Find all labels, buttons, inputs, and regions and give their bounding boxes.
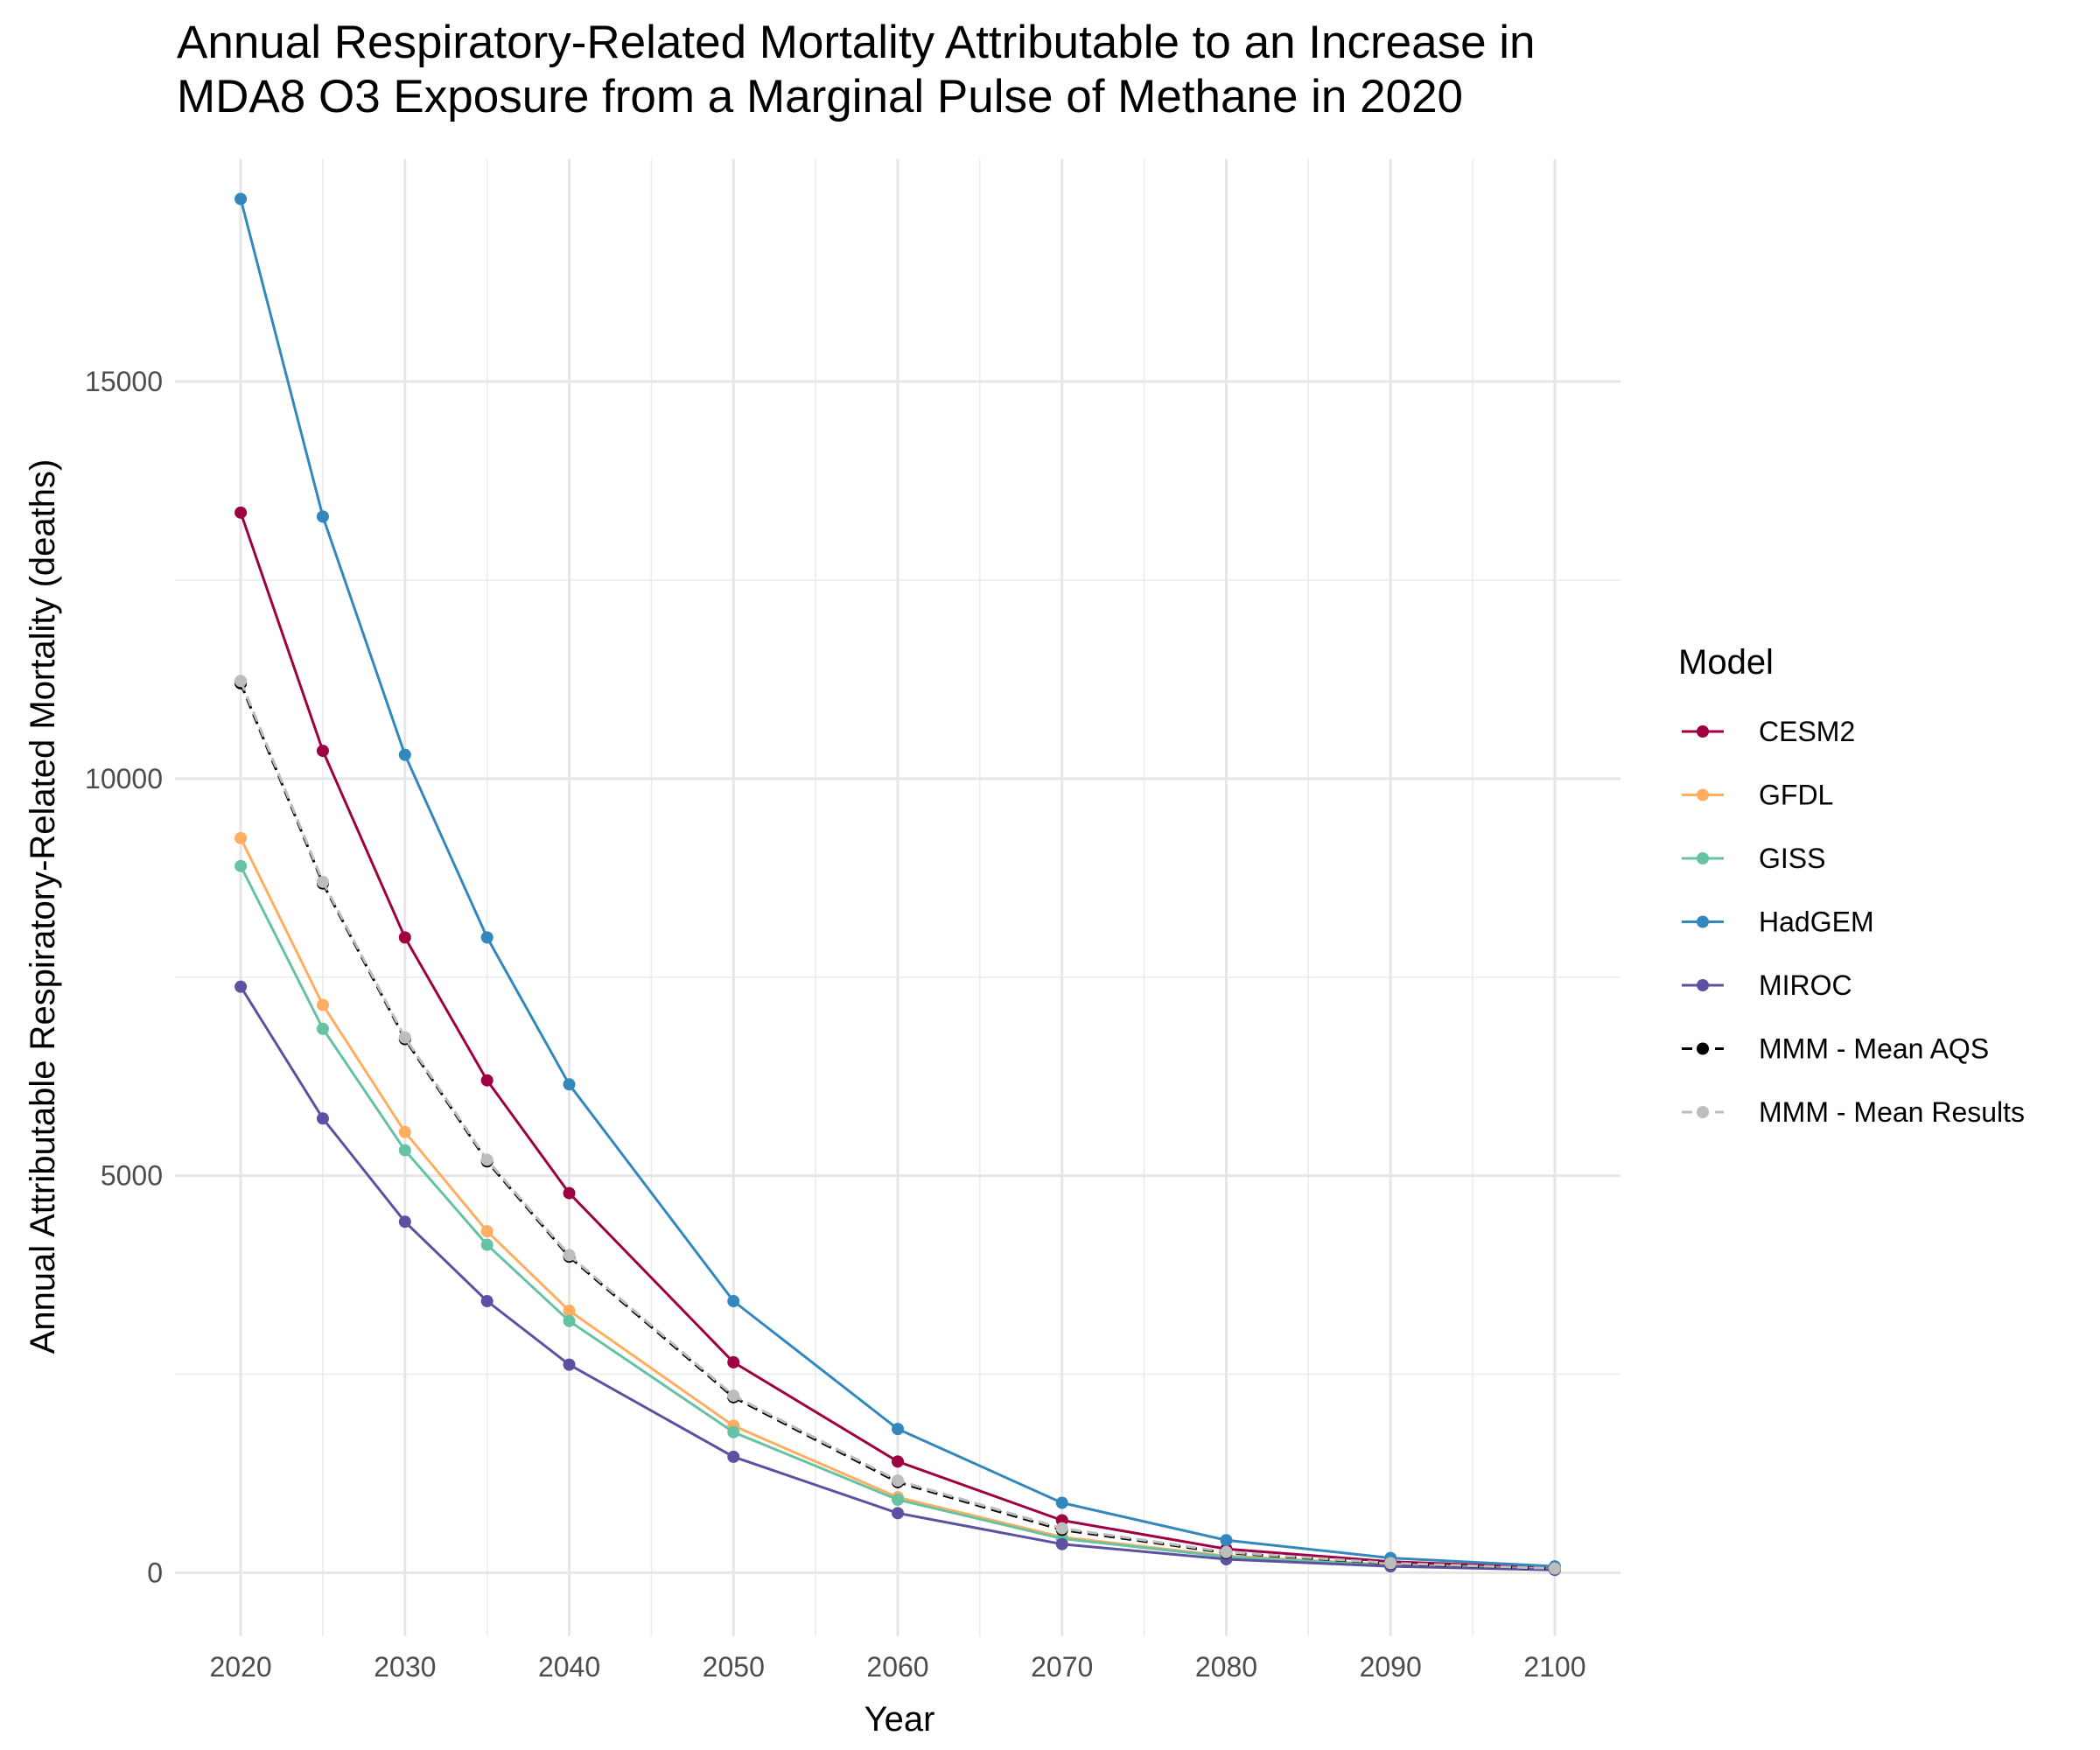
- data-point-hadgem: [316, 510, 329, 523]
- data-point-gfdl: [398, 1125, 411, 1138]
- legend-key-point: [1697, 852, 1709, 864]
- data-point-cesm2: [480, 1074, 494, 1087]
- data-point-hadgem: [480, 931, 494, 944]
- legend-item-hadgem: HadGEM: [1682, 906, 1874, 938]
- legend-key-point: [1697, 725, 1709, 738]
- data-point-hadgem: [892, 1423, 904, 1436]
- y-tick-label: 0: [147, 1557, 163, 1588]
- legend-item-mmm-mean-aqs: MMM - Mean AQS: [1682, 1033, 1989, 1065]
- legend-label: MMM - Mean Results: [1759, 1096, 2025, 1128]
- x-tick-label: 2050: [703, 1651, 765, 1683]
- legend: Model CESM2 GFDL GISS HadGEM MIROC MMM - Mean…: [1678, 643, 2025, 1128]
- legend-key-point: [1697, 788, 1709, 802]
- legend-item-gfdl: GFDL: [1682, 780, 1833, 811]
- data-point-giss: [398, 1144, 411, 1157]
- data-point-mmm-mean-results: [1220, 1545, 1233, 1558]
- y-axis-title: Annual Attributable Respiratory-Related …: [24, 459, 62, 1354]
- data-point-miroc: [234, 980, 248, 993]
- x-tick-label: 2040: [538, 1651, 600, 1683]
- data-point-mmm-mean-results: [563, 1249, 576, 1262]
- data-point-mmm-mean-results: [316, 875, 329, 888]
- data-point-miroc: [316, 1112, 329, 1125]
- legend-label: GFDL: [1759, 780, 1833, 811]
- series-mmm-mean-results: [234, 675, 1561, 1575]
- x-tick-label: 2070: [1031, 1651, 1093, 1683]
- legend-title: Model: [1678, 643, 1774, 682]
- data-point-miroc: [727, 1450, 740, 1463]
- legend-item-cesm2: CESM2: [1682, 716, 1855, 747]
- x-tick-label: 2100: [1523, 1651, 1586, 1683]
- data-point-cesm2: [727, 1355, 740, 1368]
- series-hadgem: [234, 192, 1561, 1573]
- x-tick-label: 2060: [866, 1651, 928, 1683]
- data-point-mmm-mean-results: [398, 1031, 411, 1044]
- data-point-gfdl: [316, 998, 329, 1012]
- y-tick-label: 15000: [85, 366, 163, 397]
- data-point-miroc: [1055, 1537, 1068, 1550]
- data-point-giss: [234, 859, 248, 872]
- data-point-gfdl: [480, 1225, 494, 1238]
- x-axis-title: Year: [864, 1700, 935, 1739]
- axis-tick-labels: 2020 2030 2040 2050 2060 2070 2080 2090 2100 0 500…: [85, 366, 1586, 1683]
- data-point-mmm-mean-results: [234, 675, 248, 688]
- data-point-cesm2: [316, 745, 329, 758]
- legend-key-point: [1697, 1042, 1709, 1055]
- data-point-mmm-mean-results: [727, 1390, 740, 1403]
- x-tick-label: 2030: [374, 1651, 436, 1683]
- data-point-mmm-mean-results: [1548, 1562, 1561, 1575]
- data-point-mmm-mean-results: [892, 1474, 904, 1488]
- legend-item-miroc: MIROC: [1682, 970, 1852, 1001]
- legend-label: MIROC: [1759, 970, 1852, 1001]
- data-point-hadgem: [563, 1078, 576, 1091]
- data-point-mmm-mean-results: [1055, 1522, 1068, 1535]
- legend-label: CESM2: [1759, 716, 1855, 747]
- y-tick-label: 5000: [101, 1160, 163, 1192]
- chart-title: Annual Respiratory-Related Mortality Att…: [177, 17, 1536, 122]
- legend-item-giss: GISS: [1682, 843, 1825, 874]
- data-point-hadgem: [398, 748, 411, 761]
- data-point-hadgem: [727, 1295, 740, 1308]
- data-point-miroc: [398, 1215, 411, 1228]
- x-tick-label: 2090: [1360, 1651, 1422, 1683]
- data-point-cesm2: [234, 506, 248, 519]
- data-point-miroc: [563, 1358, 576, 1371]
- legend-label: HadGEM: [1759, 906, 1874, 938]
- legend-key-point: [1697, 979, 1709, 991]
- data-point-cesm2: [398, 931, 411, 944]
- data-point-mmm-mean-results: [480, 1153, 494, 1166]
- data-point-cesm2: [563, 1186, 576, 1200]
- legend-key-point: [1697, 1106, 1709, 1118]
- data-point-giss: [727, 1425, 740, 1438]
- data-point-mmm-mean-results: [1384, 1557, 1397, 1570]
- y-tick-label: 10000: [85, 763, 163, 794]
- data-point-cesm2: [892, 1455, 904, 1468]
- x-tick-label: 2080: [1195, 1651, 1257, 1683]
- data-point-gfdl: [234, 831, 248, 844]
- x-tick-label: 2020: [209, 1651, 271, 1683]
- data-point-hadgem: [1220, 1534, 1233, 1547]
- grid-lines: [175, 159, 1620, 1636]
- data-point-giss: [563, 1314, 576, 1327]
- legend-label: MMM - Mean AQS: [1759, 1033, 1989, 1065]
- data-point-giss: [480, 1238, 494, 1251]
- legend-key-point: [1697, 915, 1709, 928]
- legend-item-mmm-mean-results: MMM - Mean Results: [1682, 1096, 2025, 1128]
- legend-label: GISS: [1759, 843, 1825, 874]
- data-point-hadgem: [234, 192, 248, 206]
- data-point-hadgem: [1055, 1496, 1068, 1509]
- data-point-giss: [316, 1022, 329, 1035]
- data-series: [234, 192, 1561, 1577]
- data-point-giss: [892, 1493, 904, 1506]
- data-point-miroc: [892, 1507, 904, 1520]
- data-point-gfdl: [563, 1304, 576, 1317]
- data-point-miroc: [480, 1295, 494, 1308]
